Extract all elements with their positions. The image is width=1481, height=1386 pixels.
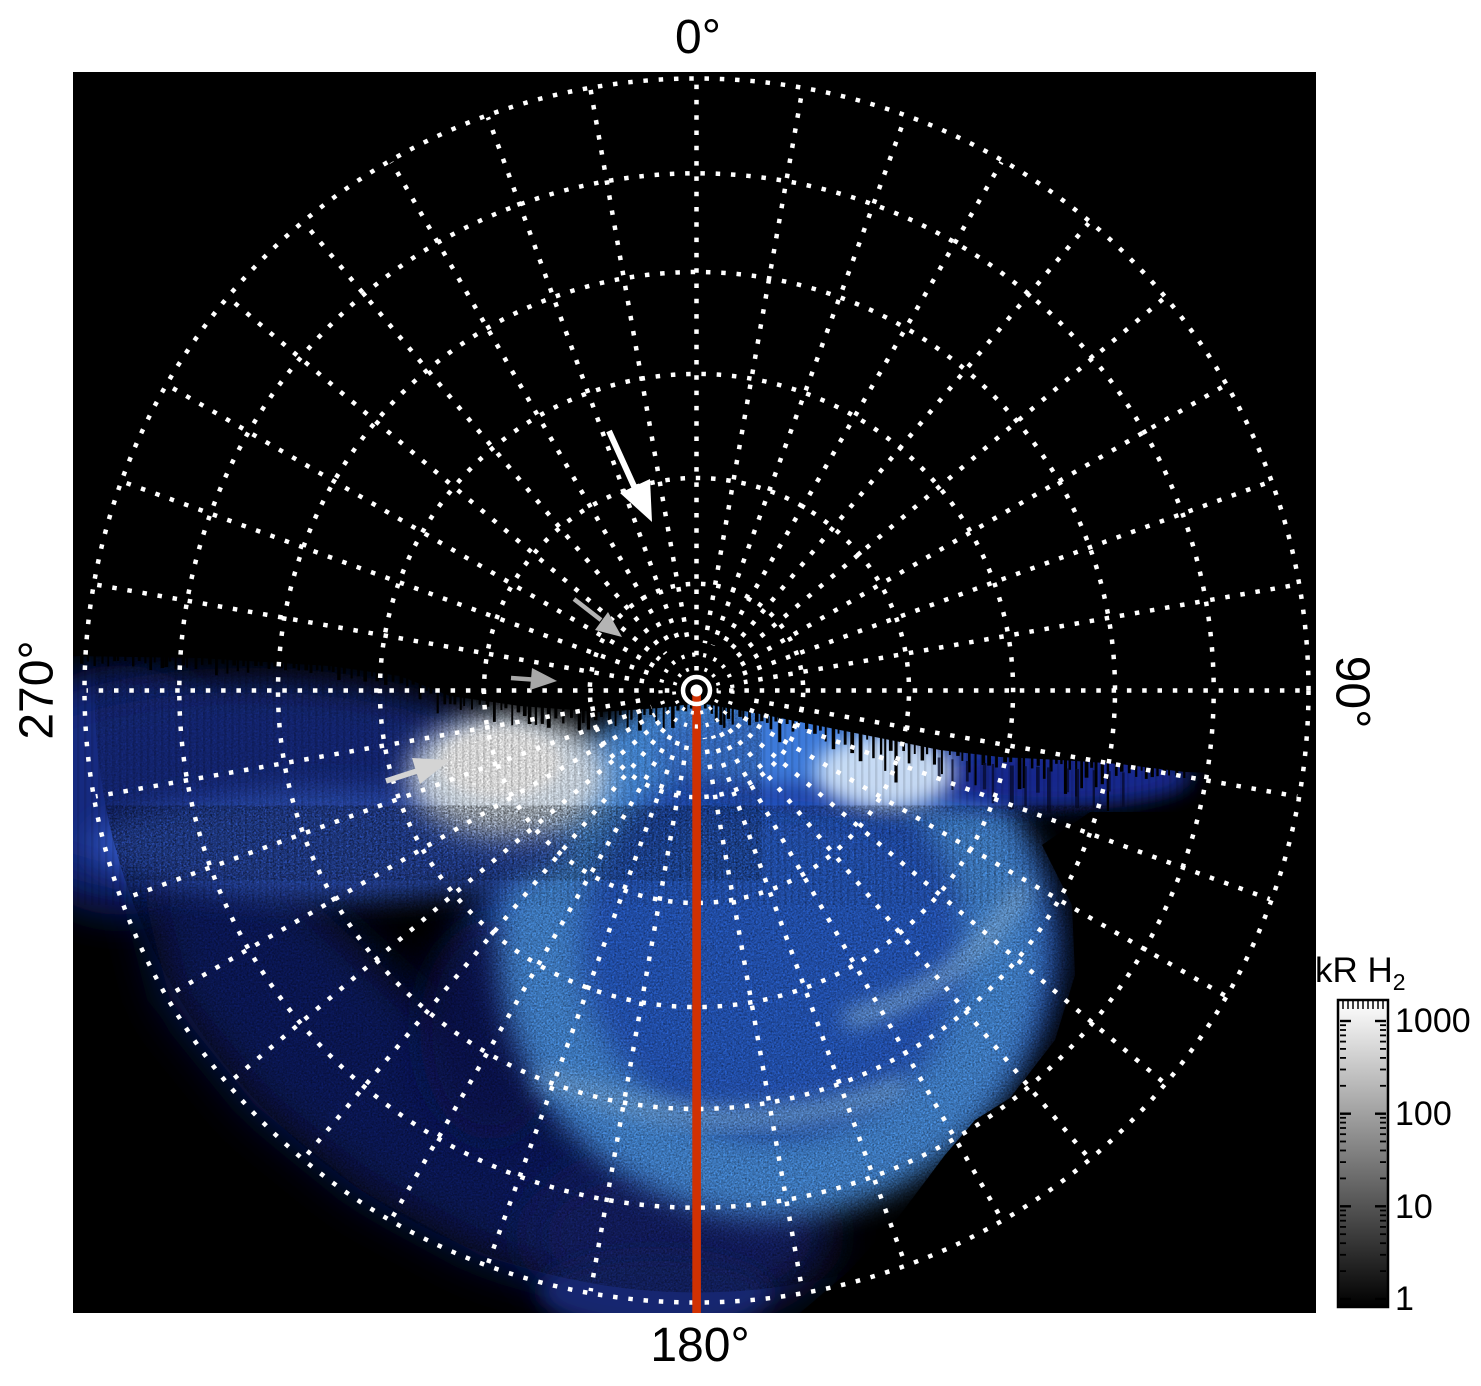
polar-grid [82, 76, 1311, 1305]
angle-label-0: 0° [675, 11, 721, 64]
gray-arrow-upper [572, 597, 622, 637]
gray-arrow-lower [510, 668, 557, 690]
colorbar-tick-1: 1 [1395, 1280, 1414, 1318]
colorbar [1336, 998, 1390, 1309]
colorbar-tick-1000: 1000 [1395, 1002, 1471, 1040]
colorbar-title: kR H2 [1315, 951, 1406, 995]
pole-marker [658, 652, 735, 729]
red-meridian-line [692, 693, 701, 1313]
angle-label-180: 180° [650, 1319, 750, 1372]
white-arrow-in-aurora [385, 758, 450, 784]
colorbar-tick-10: 10 [1395, 1188, 1433, 1226]
annotation-arrows [385, 429, 652, 784]
colorbar-tick-100: 100 [1395, 1095, 1452, 1133]
colorbar-tick-marks [1340, 1001, 1386, 1301]
aurora-image [73, 72, 1316, 1313]
angle-label-270: 270° [10, 640, 64, 740]
colorbar-title-subscript: 2 [1392, 969, 1406, 995]
white-arrow-upper [606, 429, 652, 522]
angle-label-90: 90° [1325, 655, 1379, 729]
colorbar-gradient [1336, 998, 1390, 1309]
right-dark-sky-cover [800, 72, 1316, 1313]
